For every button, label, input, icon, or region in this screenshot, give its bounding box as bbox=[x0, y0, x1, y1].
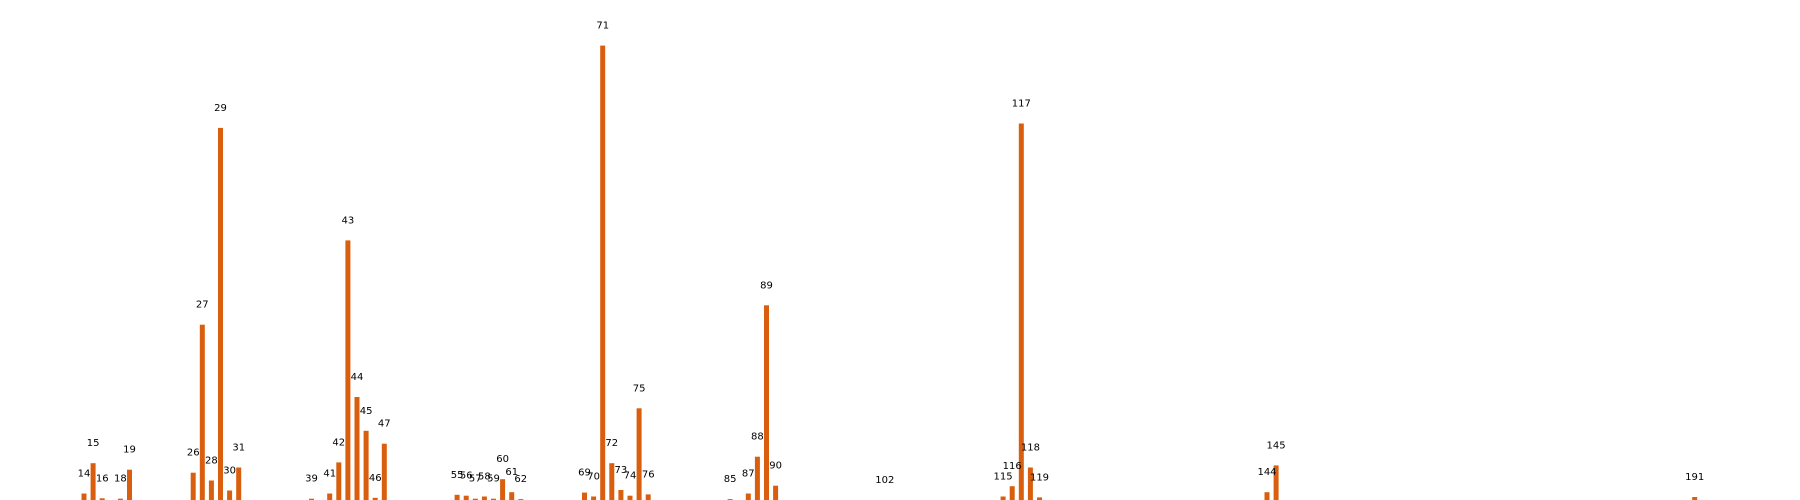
bar-label-27: 27 bbox=[196, 300, 209, 311]
bar-label-76: 76 bbox=[642, 469, 655, 480]
bar-27 bbox=[199, 324, 205, 500]
bar-71 bbox=[600, 45, 606, 500]
bar-label-30: 30 bbox=[223, 466, 236, 477]
bar-16 bbox=[99, 498, 105, 500]
bar-label-41: 41 bbox=[323, 469, 336, 480]
bar-label-102: 102 bbox=[875, 475, 894, 486]
bar-label-87: 87 bbox=[742, 469, 755, 480]
bar-label-47: 47 bbox=[378, 419, 391, 430]
bar-74 bbox=[627, 495, 633, 500]
bar-61 bbox=[509, 492, 515, 500]
bar-43 bbox=[345, 240, 351, 500]
bar-label-72: 72 bbox=[605, 438, 618, 449]
bar-70 bbox=[591, 496, 597, 500]
bar-label-58: 58 bbox=[478, 472, 491, 483]
bar-label-44: 44 bbox=[351, 372, 364, 383]
bar-label-31: 31 bbox=[232, 443, 245, 454]
bar-label-118: 118 bbox=[1021, 443, 1040, 454]
bar-89 bbox=[764, 305, 769, 500]
bar-label-45: 45 bbox=[360, 406, 373, 417]
bar-72 bbox=[609, 463, 615, 500]
bar-label-145: 145 bbox=[1267, 440, 1286, 451]
bar-label-42: 42 bbox=[332, 437, 345, 448]
bar-58 bbox=[481, 496, 487, 500]
bar-117 bbox=[1018, 123, 1024, 500]
bar-41 bbox=[327, 493, 333, 500]
bar-label-18: 18 bbox=[114, 474, 127, 485]
bar-44 bbox=[354, 397, 360, 500]
bar-label-60: 60 bbox=[496, 454, 509, 465]
bar-47 bbox=[381, 443, 387, 500]
bar-115 bbox=[1000, 496, 1006, 500]
bar-label-57: 57 bbox=[469, 474, 482, 485]
bar-label-56: 56 bbox=[460, 471, 473, 482]
bar-59 bbox=[491, 498, 496, 500]
bar-label-62: 62 bbox=[514, 474, 527, 485]
bar-144 bbox=[1264, 492, 1270, 500]
bar-26 bbox=[190, 472, 196, 500]
bar-label-19: 19 bbox=[123, 445, 136, 456]
bar-label-59: 59 bbox=[487, 474, 500, 485]
bar-label-119: 119 bbox=[1030, 472, 1049, 483]
bar-label-71: 71 bbox=[596, 21, 609, 32]
bar-39 bbox=[309, 498, 314, 500]
bar-73 bbox=[618, 490, 624, 500]
bar-label-39: 39 bbox=[305, 474, 318, 485]
bar-90 bbox=[773, 485, 779, 500]
bar-76 bbox=[645, 494, 651, 500]
bar-label-28: 28 bbox=[205, 456, 218, 467]
bar-45 bbox=[363, 430, 369, 500]
bar-191 bbox=[1692, 497, 1698, 500]
bar-116 bbox=[1009, 486, 1015, 500]
bar-label-55: 55 bbox=[451, 470, 464, 481]
bar-label-115: 115 bbox=[994, 472, 1013, 483]
bar-55 bbox=[454, 494, 460, 500]
bar-118 bbox=[1027, 467, 1033, 500]
bar-57 bbox=[472, 498, 478, 500]
bar-label-144: 144 bbox=[1257, 467, 1276, 478]
bar-119 bbox=[1037, 497, 1042, 500]
bar-31 bbox=[236, 467, 242, 500]
bar-29 bbox=[218, 127, 223, 500]
bar-145 bbox=[1273, 465, 1279, 500]
bar-75 bbox=[636, 408, 642, 500]
bar-label-46: 46 bbox=[369, 473, 382, 484]
bar-56 bbox=[463, 495, 469, 500]
bar-69 bbox=[582, 492, 587, 500]
bar-label-15: 15 bbox=[87, 438, 100, 449]
bar-label-117: 117 bbox=[1012, 99, 1031, 110]
bar-87 bbox=[745, 493, 751, 500]
bar-15 bbox=[90, 463, 96, 500]
bar-label-89: 89 bbox=[760, 280, 773, 291]
bar-88 bbox=[754, 456, 760, 500]
bar-label-70: 70 bbox=[587, 472, 600, 483]
bar-label-88: 88 bbox=[751, 432, 764, 443]
bar-30 bbox=[227, 490, 233, 500]
bar-42 bbox=[336, 462, 342, 500]
bars-group bbox=[81, 45, 1698, 500]
bar-label-73: 73 bbox=[615, 465, 628, 476]
bar-label-29: 29 bbox=[214, 103, 227, 114]
bar-14 bbox=[81, 493, 87, 500]
bar-label-16: 16 bbox=[96, 473, 109, 484]
bar-46 bbox=[372, 497, 378, 500]
bar-label-69: 69 bbox=[578, 468, 591, 479]
bar-label-61: 61 bbox=[505, 467, 518, 478]
bar-18 bbox=[117, 498, 123, 500]
bar-label-90: 90 bbox=[769, 461, 782, 472]
bar-label-43: 43 bbox=[342, 215, 355, 226]
bar-label-74: 74 bbox=[624, 471, 637, 482]
bar-label-116: 116 bbox=[1003, 461, 1022, 472]
bar-label-26: 26 bbox=[187, 448, 200, 459]
bar-28 bbox=[208, 480, 214, 500]
bar-19 bbox=[127, 469, 132, 500]
bar-label-14: 14 bbox=[78, 469, 91, 480]
bar-60 bbox=[500, 479, 506, 500]
bar-label-85: 85 bbox=[724, 474, 737, 485]
bar-label-191: 191 bbox=[1685, 472, 1704, 483]
bar-labels-group: 14 15 16 18 19 26 27 28 29 30 31 39 41 42 43 44 45 46 47 55… bbox=[78, 21, 1705, 486]
bar-label-75: 75 bbox=[633, 383, 646, 394]
